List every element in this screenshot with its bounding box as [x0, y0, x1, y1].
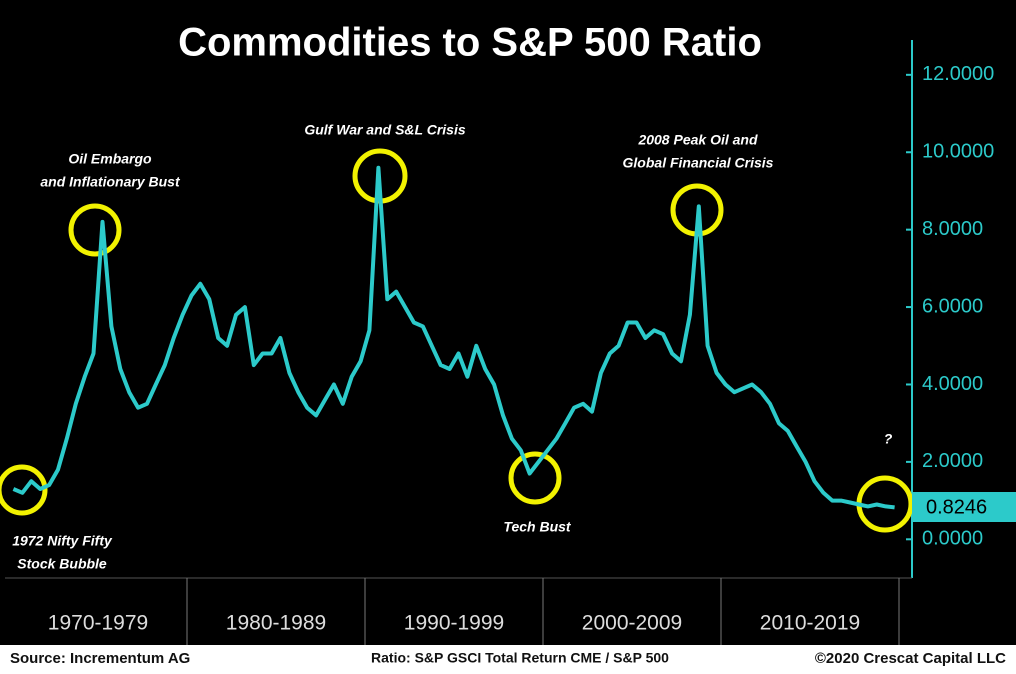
annotation: Oil Embargo: [68, 151, 152, 167]
circle: [508, 451, 562, 505]
annotation: Global Financial Crisis: [623, 155, 774, 171]
annotation: ?: [884, 431, 893, 447]
series-line: [12, 165, 895, 510]
copyright: ©2020 Crescat Capital LLC: [815, 650, 1006, 667]
y-tick-label: 2.0000: [922, 450, 983, 472]
y-tick-label: 12.0000: [922, 63, 994, 85]
annotation: 1972 Nifty Fifty: [12, 533, 113, 549]
annotation: and Inflationary Bust: [40, 174, 181, 190]
chart-title: Commodities to S&P 500 Ratio: [178, 21, 762, 65]
note: Ratio: S&P GSCI Total Return CME / S&P 5…: [371, 650, 669, 666]
annotation: Gulf War and S&L Crisis: [304, 122, 466, 138]
x-tick-label: 1990-1999: [404, 612, 504, 635]
source: Source: Incrementum AG: [10, 650, 190, 667]
x-tick-label: 1970-1979: [48, 612, 148, 635]
y-tick-label: 4.0000: [922, 373, 983, 395]
circle: [0, 464, 48, 516]
y-tick-label: 10.0000: [922, 141, 994, 163]
annotation: Tech Bust: [503, 519, 571, 535]
annotation: Stock Bubble: [17, 556, 107, 572]
footer-bar: [0, 645, 1016, 674]
x-tick-label: 2000-2009: [582, 612, 682, 635]
x-tick-label: 2010-2019: [760, 612, 860, 635]
y-tick-label: 0.0000: [922, 528, 983, 550]
y-tick-label: 8.0000: [922, 218, 983, 240]
x-tick-label: 1980-1989: [226, 612, 326, 635]
annotation: 2008 Peak Oil and: [637, 132, 758, 148]
last-value-label: 0.8246: [926, 496, 987, 518]
y-tick-label: 6.0000: [922, 295, 983, 317]
last-value-badge: [912, 492, 1016, 522]
circle: [68, 203, 122, 257]
